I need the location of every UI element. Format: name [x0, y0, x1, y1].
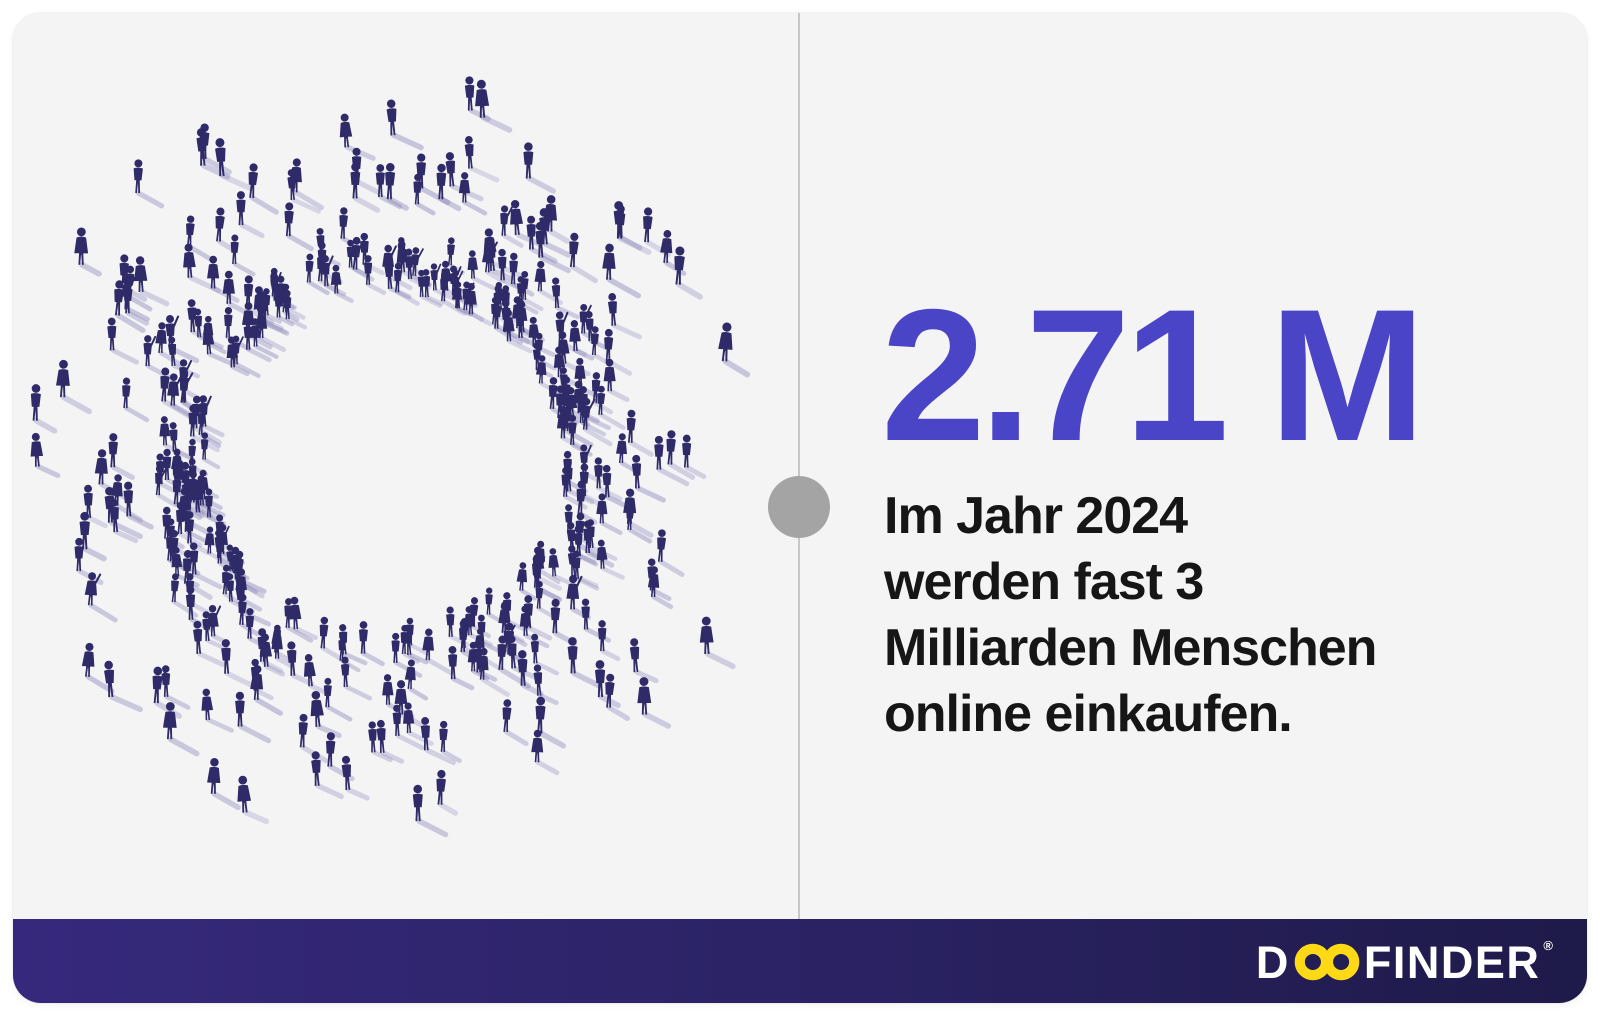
description-line: Milliarden Menschen [884, 619, 1377, 677]
divider-line [798, 13, 800, 919]
divider-knob [768, 476, 830, 538]
infinity-oo-icon [1294, 943, 1360, 981]
infographic-card: 2.71 M Im Jahr 2024 werden fast 3 Millia… [13, 13, 1587, 1003]
logo-suffix: FINDER [1363, 936, 1541, 988]
description-line: Im Jahr 2024 [884, 487, 1188, 545]
description-line: werden fast 3 [884, 553, 1204, 611]
crowd-circle-illustration [30, 76, 751, 838]
registered-mark: ® [1543, 938, 1553, 953]
logo-prefix: D [1255, 936, 1290, 988]
description-line: online einkaufen. [884, 685, 1293, 743]
description: Im Jahr 2024 werden fast 3 Milliarden Me… [884, 483, 1544, 747]
doofinder-logo: D FINDER ® [1256, 937, 1553, 985]
stat-value: 2.71 M [881, 270, 1426, 480]
footer-bar: D FINDER ® [13, 919, 1587, 1003]
